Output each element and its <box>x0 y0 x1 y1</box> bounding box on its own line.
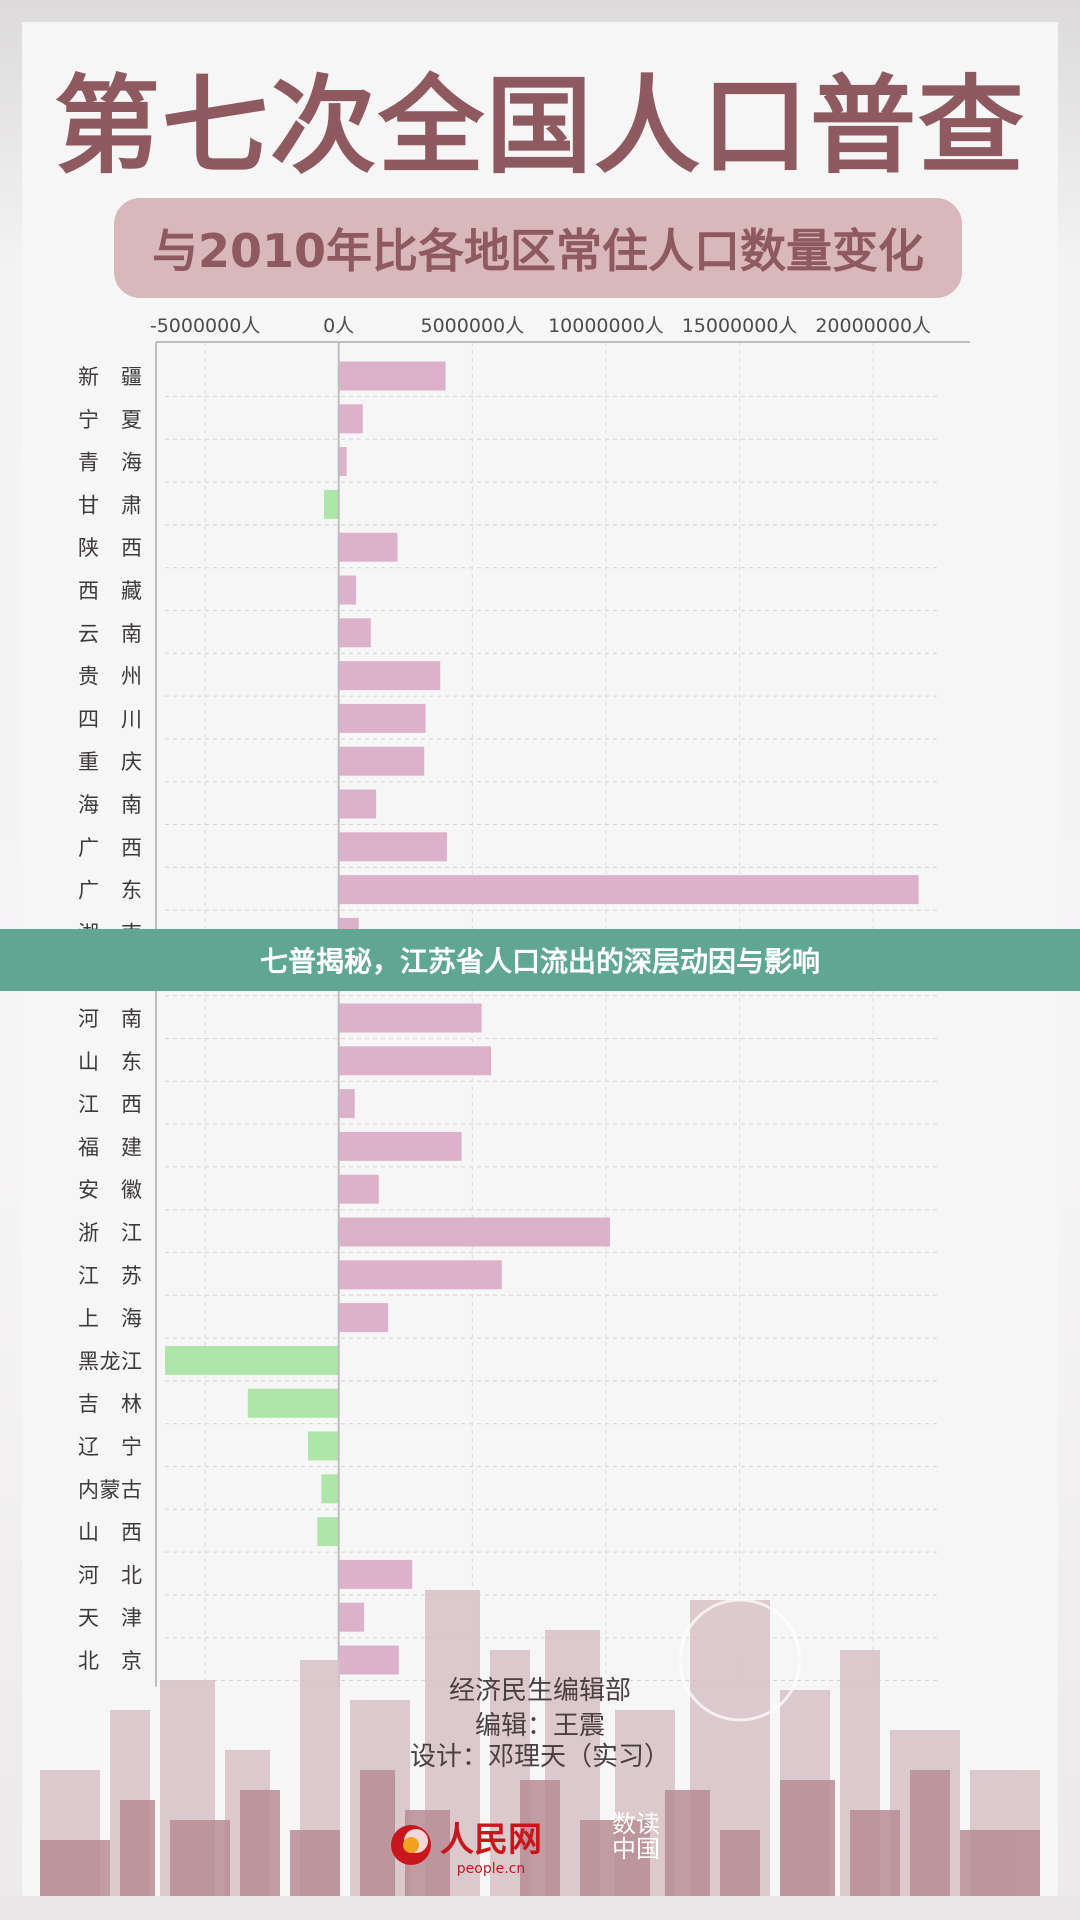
bar-13 <box>338 875 919 905</box>
category-label: 陕 西 <box>78 536 142 560</box>
bar-16 <box>338 1003 482 1033</box>
category-label: 山 东 <box>78 1050 142 1074</box>
bar-8 <box>338 661 441 691</box>
people-logo: 人民网 people.cn <box>388 1812 542 1877</box>
category-label: 四 川 <box>78 707 142 731</box>
x-tick-labels: -5000000人 0人 5000000人 10000000人 15000000人 200… <box>150 315 931 337</box>
bar-3 <box>338 447 347 477</box>
bar-23 <box>338 1303 389 1333</box>
people-logo-url: people.cn <box>456 1861 526 1877</box>
category-label: 上 海 <box>78 1307 142 1331</box>
subtitle-pill: 与2010年比各地区常住人口数量变化 <box>114 198 962 298</box>
bar-25 <box>247 1388 339 1418</box>
bar-18 <box>338 1089 355 1119</box>
bar-chart: -5000000人 0人 5000000人 10000000人 15000000人 200… <box>78 315 970 1687</box>
category-label: 河 南 <box>78 1007 142 1031</box>
x-tick-label: 15000000人 <box>682 315 798 337</box>
category-label: 云 南 <box>78 622 142 646</box>
category-label: 新 疆 <box>78 365 142 389</box>
category-label: 天 津 <box>78 1606 142 1630</box>
bar-17 <box>338 1046 492 1076</box>
category-label: 黑龙江 <box>78 1349 142 1373</box>
x-tick-label: 10000000人 <box>548 315 664 337</box>
category-label: 北 京 <box>78 1649 142 1673</box>
bar-7 <box>338 618 371 648</box>
shudu-logo: 数读中国 <box>612 1810 668 1864</box>
bar-28 <box>317 1517 339 1547</box>
credit-department: 经济民生编辑部 <box>448 1676 631 1706</box>
bar-24 <box>165 1345 339 1375</box>
x-tick-label: 5000000人 <box>421 315 525 337</box>
category-label: 江 苏 <box>78 1264 142 1288</box>
category-label: 河 北 <box>78 1563 142 1587</box>
bar-9 <box>338 703 426 733</box>
x-tick-label: 20000000人 <box>815 315 931 337</box>
category-label: 海 南 <box>78 793 142 817</box>
headline-banner: 七普揭秘，江苏省人口流出的深层动因与影响 <box>0 929 1080 991</box>
chart-subtitle: 与2010年比各地区常住人口数量变化 <box>151 224 925 278</box>
category-label: 福 建 <box>78 1135 142 1159</box>
category-label: 贵 州 <box>78 665 142 689</box>
credit-editor: 编辑：王震 <box>474 1711 605 1741</box>
bar-12 <box>338 832 447 862</box>
category-label: 宁 夏 <box>78 408 142 432</box>
bar-22 <box>338 1260 502 1290</box>
category-label: 重 庆 <box>78 750 142 774</box>
category-label: 辽 宁 <box>78 1435 142 1459</box>
bar-6 <box>338 575 357 605</box>
people-logo-text: 人民网 <box>440 1820 542 1860</box>
category-label: 吉 林 <box>78 1392 142 1416</box>
category-label: 山 西 <box>78 1521 142 1545</box>
category-label: 青 海 <box>78 451 142 475</box>
category-label: 浙 江 <box>78 1221 142 1245</box>
bar-2 <box>338 404 363 434</box>
shudu-logo-text: 数读中国 <box>612 1810 660 1864</box>
city-skyline-illustration <box>0 1590 1080 1920</box>
chart-bars <box>165 361 919 1675</box>
bar-26 <box>307 1431 339 1461</box>
chart-grid <box>165 342 940 1687</box>
bar-5 <box>338 532 398 562</box>
bar-11 <box>338 789 377 819</box>
bar-31 <box>338 1645 399 1675</box>
bar-19 <box>338 1131 462 1161</box>
bar-30 <box>338 1602 365 1632</box>
bar-27 <box>321 1474 339 1504</box>
bar-4 <box>324 489 339 519</box>
page-title: 第七次全国人口普查 <box>54 65 1026 188</box>
bar-10 <box>338 746 425 776</box>
people-logo-mark-icon <box>391 1824 431 1865</box>
bar-21 <box>338 1217 610 1247</box>
x-tick-label: -5000000人 <box>150 315 260 337</box>
category-label: 内蒙古 <box>78 1478 142 1502</box>
bar-20 <box>338 1174 379 1204</box>
category-label: 安 徽 <box>78 1178 142 1202</box>
headline-banner-text: 七普揭秘，江苏省人口流出的深层动因与影响 <box>259 945 820 978</box>
bar-1 <box>338 361 446 391</box>
x-tick-label: 0人 <box>323 315 354 337</box>
category-label: 西 藏 <box>78 579 142 603</box>
bar-29 <box>338 1559 413 1589</box>
credit-designer: 设计：邓理天（实习） <box>409 1742 670 1772</box>
category-label: 江 西 <box>78 1093 142 1117</box>
category-labels: 新 疆宁 夏青 海甘 肃陕 西西 藏云 南贵 州四 川重 庆海 南广 西广 东湖… <box>78 365 142 1673</box>
category-label: 广 东 <box>78 879 142 903</box>
category-label: 广 西 <box>78 836 142 860</box>
category-label: 甘 肃 <box>78 493 142 517</box>
